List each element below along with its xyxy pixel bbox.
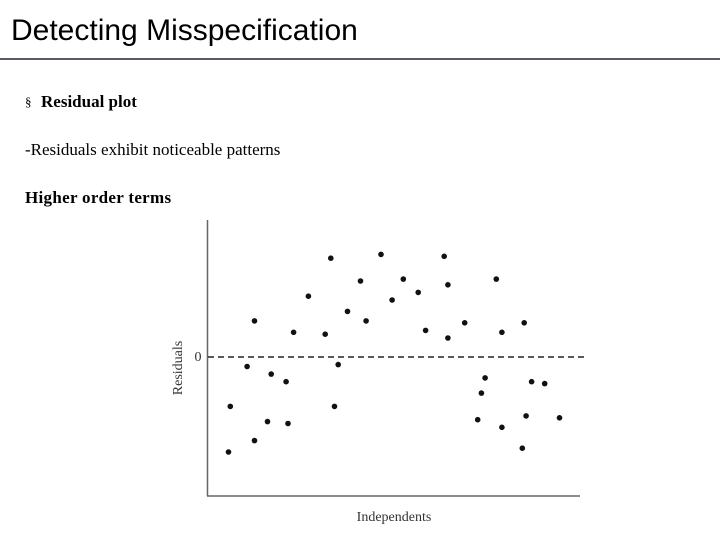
data-point-11 <box>305 293 312 300</box>
data-point-15 <box>335 361 342 368</box>
data-points <box>225 251 563 455</box>
data-point-33 <box>499 329 505 336</box>
data-point-39 <box>556 415 563 421</box>
data-point-28 <box>474 416 481 423</box>
data-point-38 <box>541 380 548 387</box>
data-point-21 <box>400 276 407 282</box>
data-point-30 <box>482 375 488 381</box>
data-point-35 <box>521 320 527 326</box>
data-point-25 <box>445 282 451 288</box>
data-point-16 <box>344 308 351 315</box>
body-text: -Residuals exhibit noticeable patterns <box>25 140 281 159</box>
data-point-22 <box>415 289 422 296</box>
data-point-8 <box>283 378 289 385</box>
data-point-5 <box>251 437 258 444</box>
zero-tick-label: 0 <box>195 350 202 365</box>
data-point-19 <box>378 251 384 258</box>
data-point-10 <box>290 329 297 336</box>
data-point-37 <box>528 378 535 385</box>
bullet-text: Residual plot <box>41 92 137 111</box>
data-point-29 <box>478 390 485 396</box>
data-point-7 <box>268 371 275 377</box>
data-point-26 <box>445 335 451 341</box>
data-point-13 <box>328 255 334 261</box>
data-point-36 <box>523 413 529 419</box>
data-point-14 <box>331 403 338 410</box>
data-point-20 <box>389 297 395 303</box>
data-point-27 <box>461 320 468 326</box>
section-heading: Higher order terms <box>25 188 172 207</box>
bullet-item: § Residual plot <box>25 92 137 112</box>
data-point-12 <box>322 331 329 338</box>
page-title: Detecting Misspecification <box>11 14 358 47</box>
title-divider <box>0 58 720 60</box>
data-point-6 <box>264 418 271 425</box>
x-axis-label: Independents <box>357 510 432 525</box>
y-axis-label: Residuals <box>171 341 186 395</box>
data-point-23 <box>422 327 429 334</box>
data-point-3 <box>244 363 250 370</box>
data-point-18 <box>363 318 369 324</box>
data-point-32 <box>499 424 505 431</box>
data-point-4 <box>251 318 258 324</box>
data-point-17 <box>357 278 364 284</box>
data-point-24 <box>441 253 448 260</box>
data-point-1 <box>225 449 232 455</box>
data-point-31 <box>493 276 500 282</box>
data-point-34 <box>519 445 526 452</box>
bullet-icon: § <box>25 94 32 109</box>
data-point-2 <box>227 403 234 410</box>
data-point-9 <box>285 420 291 427</box>
